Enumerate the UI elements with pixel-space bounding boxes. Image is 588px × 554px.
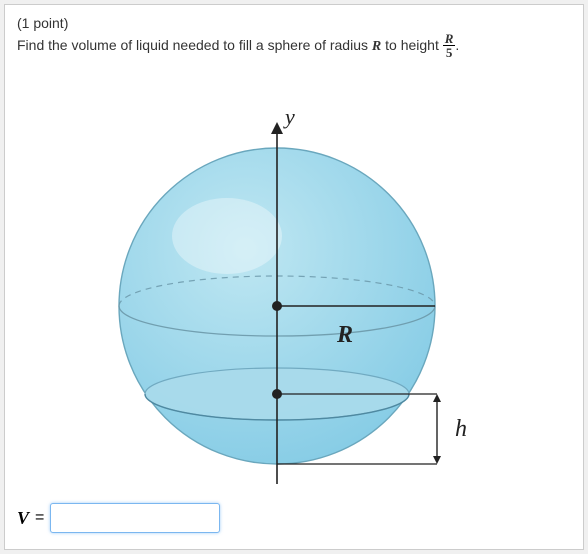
fraction-numerator: R	[443, 32, 456, 46]
equals-sign: =	[35, 509, 44, 527]
prompt-middle: to height	[381, 37, 443, 53]
answer-row: V =	[17, 503, 220, 533]
points-label: (1 point)	[17, 15, 571, 31]
sphere-svg: y Rh	[17, 64, 577, 484]
svg-text:y: y	[283, 104, 295, 129]
answer-variable: V	[17, 508, 29, 529]
answer-input[interactable]	[50, 503, 220, 533]
question-panel: (1 point) Find the volume of liquid need…	[4, 4, 584, 550]
svg-text:R: R	[336, 322, 353, 348]
svg-text:h: h	[455, 416, 467, 442]
sphere-diagram: y Rh	[17, 64, 577, 484]
radius-variable: R	[372, 39, 381, 54]
question-prompt: Find the volume of liquid needed to fill…	[17, 33, 571, 60]
fraction-denominator: 5	[443, 46, 456, 59]
prompt-prefix: Find the volume of liquid needed to fill…	[17, 37, 372, 53]
height-fraction: R5	[443, 32, 456, 59]
prompt-suffix: .	[455, 37, 459, 53]
